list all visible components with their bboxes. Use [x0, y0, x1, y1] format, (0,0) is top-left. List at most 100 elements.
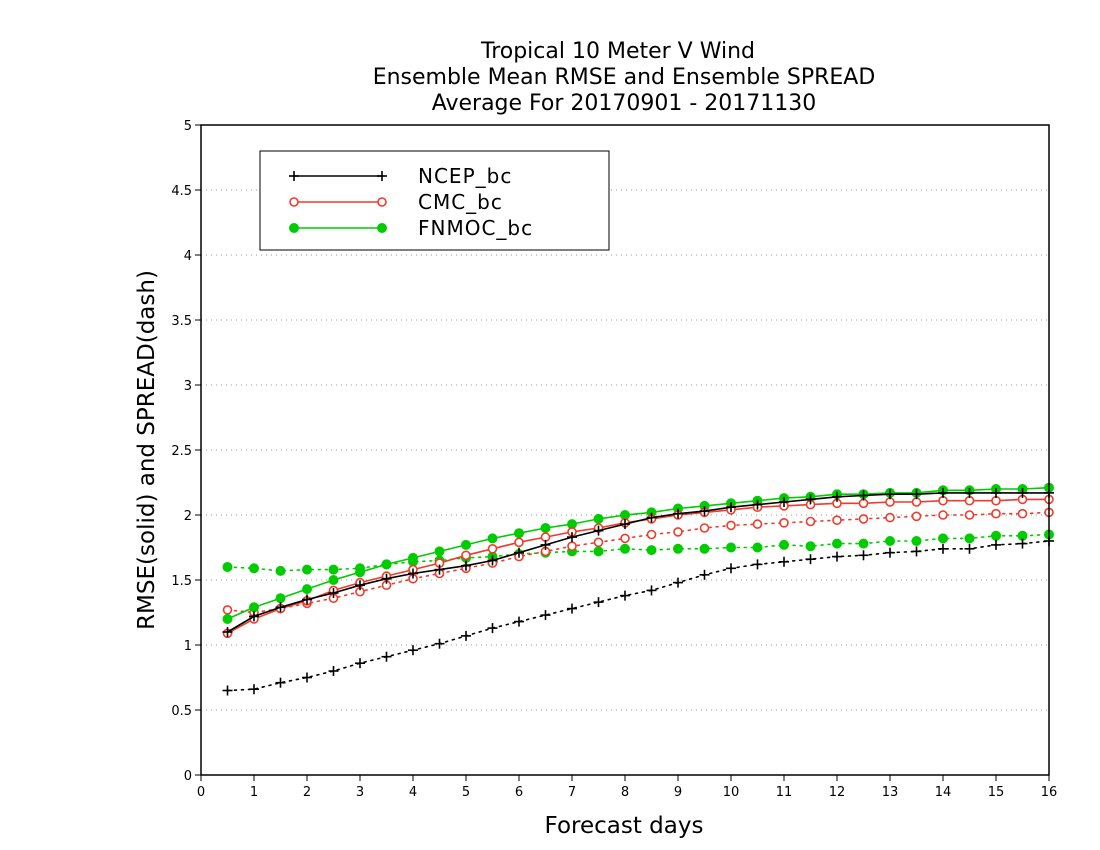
ncep-bc-spread-point [302, 672, 312, 683]
ncep-bc-rmse-point [302, 594, 312, 605]
legend-marker [377, 223, 387, 233]
ncep-bc-spread-point [540, 610, 551, 621]
ncep-bc-rmse-point [964, 487, 975, 498]
series-layer [222, 482, 1054, 696]
fnmoc-bc-rmse-point [434, 546, 445, 557]
ncep-bc-rmse-point [991, 487, 1001, 498]
ncep-bc-spread-line [226, 540, 1050, 692]
ncep-bc-spread-point [381, 651, 392, 662]
y-axis-label: RMSE(solid) and SPREAD(dash) [134, 270, 160, 630]
x-tick-label: 13 [882, 785, 899, 800]
cmc-bc-spread-point [991, 508, 1001, 519]
cmc-bc-spread-point [1017, 508, 1028, 519]
cmc-bc-spread-point [832, 515, 842, 526]
x-tick-label: 0 [197, 785, 205, 800]
cmc-bc-rmse-point [938, 495, 948, 506]
ncep-bc-rmse-point [355, 580, 365, 591]
ncep-bc-spread-point [487, 623, 498, 634]
fnmoc-bc-spread-point [752, 542, 763, 553]
cmc-bc-spread-point [646, 529, 657, 540]
y-tick-label: 4 [184, 249, 192, 264]
cmc-bc-rmse-point [461, 550, 471, 561]
fnmoc-bc-spread-point [673, 543, 683, 554]
ncep-bc-spread-point [858, 550, 869, 561]
fnmoc-bc-spread-point [222, 562, 233, 572]
legend-label: FNMOC_bc [418, 216, 533, 240]
y-tick-label: 4.5 [171, 184, 192, 199]
ncep-bc-rmse-point [1017, 487, 1028, 498]
y-tick-label: 1 [184, 639, 192, 654]
fnmoc-bc-rmse-point [540, 523, 551, 533]
ncep-bc-spread-point [1017, 538, 1028, 549]
cmc-bc-spread-point [752, 519, 763, 529]
y-tick-label: 2.5 [171, 444, 192, 459]
fnmoc-bc-spread-point [699, 543, 710, 554]
cmc-bc-spread-point [593, 537, 604, 548]
cmc-bc-rmse-line [227, 498, 1049, 635]
legend-item-cmc-bc: CMC_bc [289, 190, 502, 214]
cmc-bc-rmse-point [514, 537, 524, 548]
ncep-bc-spread-point [275, 677, 286, 688]
ncep-bc-rmse-point [567, 532, 577, 543]
ncep-bc-spread-point [434, 638, 445, 649]
fnmoc-bc-spread-point [991, 530, 1001, 541]
x-tick-label: 15 [988, 785, 1005, 800]
x-tick-label: 5 [462, 785, 470, 800]
fnmoc-bc-spread-point [646, 545, 657, 556]
ncep-bc-rmse-point [275, 602, 286, 613]
y-tick-label: 0.5 [171, 704, 192, 719]
fnmoc-bc-rmse-line [227, 486, 1050, 620]
fnmoc-bc-spread-point [328, 564, 339, 575]
ncep-bc-spread-point [964, 543, 975, 554]
legend-marker [377, 197, 387, 207]
cmc-bc-rmse-point [540, 532, 551, 542]
legend-marker [289, 197, 299, 207]
fnmoc-bc-spread-point [726, 542, 736, 553]
fnmoc-bc-rmse-point [593, 513, 604, 524]
ncep-bc-rmse-point [885, 489, 895, 500]
fnmoc-bc-spread-point [832, 538, 842, 549]
ncep-bc-spread-point [514, 616, 524, 627]
ncep-bc-rmse-point [673, 508, 683, 519]
ncep-bc-rmse-point [726, 502, 736, 513]
ncep-bc-spread-point [408, 645, 418, 656]
fnmoc-bc-rmse-point [408, 552, 418, 563]
chart-title-line-2: Ensemble Mean RMSE and Ensemble SPREAD [373, 65, 876, 90]
fnmoc-bc-rmse-point [302, 584, 312, 595]
ncep-bc-spread-point [222, 685, 233, 696]
ncep-bc-spread-point [249, 684, 259, 695]
ncep-bc-rmse-point [779, 497, 789, 507]
ncep-bc-rmse-point [911, 489, 922, 500]
y-tick-label: 3 [184, 379, 192, 394]
ncep-bc-rmse-point [434, 564, 445, 575]
fnmoc-bc-rmse-point [487, 533, 498, 544]
x-tick-label: 14 [935, 785, 952, 800]
ncep-bc-rmse-point [249, 611, 259, 622]
ncep-bc-rmse-point [593, 525, 604, 536]
legend-label: NCEP_bc [418, 164, 512, 188]
cmc-bc-rmse-point [991, 495, 1001, 506]
ncep-bc-spread-point [593, 597, 604, 608]
chart-title-block: Tropical 10 Meter V Wind Ensemble Mean R… [373, 39, 876, 116]
cmc-bc-spread-point [805, 516, 816, 527]
ncep-bc-rmse-point [620, 519, 630, 530]
fnmoc-bc-spread-point [858, 538, 869, 549]
y-tick-label: 5 [184, 119, 192, 134]
ncep-bc-rmse-point [938, 487, 948, 498]
ncep-bc-rmse-point [461, 560, 471, 571]
fnmoc-bc-spread-point [593, 546, 604, 557]
fnmoc-bc-rmse-point [222, 614, 233, 624]
chart-title-line-3: Average For 20170901 - 20171130 [432, 91, 817, 116]
cmc-bc-spread-line [226, 511, 1050, 614]
cmc-bc-spread-point [699, 523, 710, 533]
ncep-bc-spread-point [328, 666, 339, 676]
cmc-bc-spread-point [567, 541, 577, 552]
ncep-bc-rmse-point [487, 555, 498, 566]
x-tick-label: 10 [723, 785, 740, 800]
x-tick-label: 4 [409, 785, 417, 800]
axes: 00.511.522.533.544.550 1 2 3 4 5 6 7 8 9 10 11 12 13 1… [171, 119, 1057, 800]
ncep-bc-spread-point [646, 585, 657, 596]
fnmoc-bc-spread-point [938, 533, 948, 544]
